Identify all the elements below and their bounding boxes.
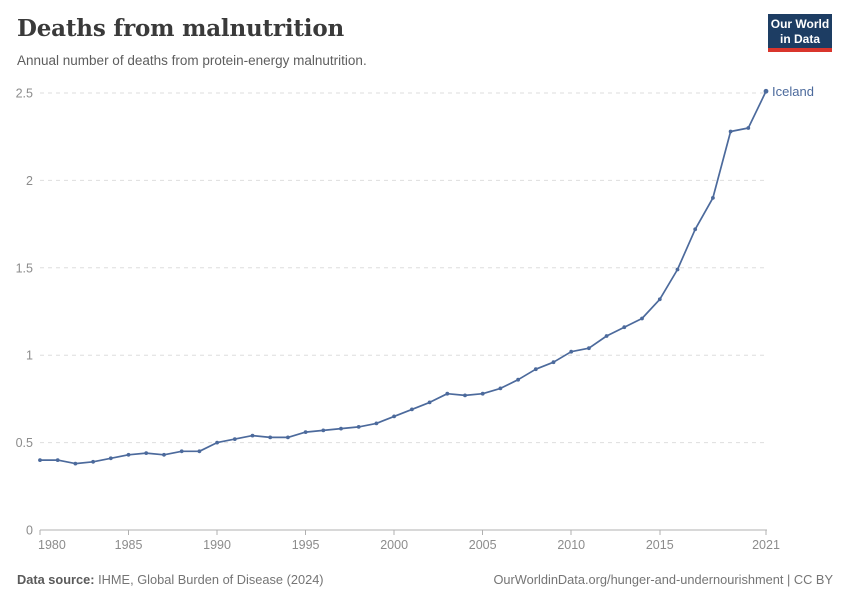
data-point[interactable]: [126, 452, 131, 457]
data-point[interactable]: [587, 346, 591, 351]
x-tick-label: 2015: [646, 538, 674, 552]
data-point[interactable]: [622, 325, 627, 330]
data-point[interactable]: [445, 391, 450, 396]
data-point[interactable]: [303, 430, 308, 434]
data-point[interactable]: [179, 449, 184, 454]
data-point[interactable]: [91, 459, 95, 464]
owid-logo-line2: in Data: [779, 31, 820, 46]
data-point[interactable]: [533, 367, 538, 372]
y-tick-label: 2.5: [16, 87, 33, 101]
data-point[interactable]: [551, 360, 556, 365]
data-point[interactable]: [232, 437, 237, 441]
x-tick-label: 1995: [292, 538, 320, 552]
data-point[interactable]: [250, 433, 255, 438]
data-point[interactable]: [108, 456, 113, 461]
owid-logo[interactable]: Our World in Data: [768, 14, 832, 52]
data-point[interactable]: [215, 440, 220, 445]
x-tick-label: 2010: [557, 538, 585, 552]
data-point[interactable]: [339, 426, 343, 431]
x-tick-label: 2005: [469, 538, 497, 552]
x-tick-label: 1980: [38, 538, 66, 552]
y-tick-label: 1: [26, 349, 33, 363]
chart-footer: Data source: IHME, Global Burden of Dise…: [17, 572, 833, 587]
chart-canvas[interactable]: 0 0.5 1 1.5 2 2.5 1980 1985 1990 1995 2000 2005 2010…: [0, 0, 850, 562]
y-tick-label: 1.5: [16, 261, 33, 275]
x-tick-label: 2021: [752, 538, 780, 552]
data-point[interactable]: [498, 386, 503, 391]
data-point[interactable]: [711, 196, 715, 200]
data-point[interactable]: [286, 435, 290, 440]
footer-separator: |: [783, 572, 794, 587]
x-tick-label: 1990: [203, 538, 231, 552]
data-point[interactable]: [321, 428, 326, 433]
chart-title: Deaths from malnutrition: [17, 15, 345, 42]
data-point[interactable]: [392, 414, 396, 419]
y-tick-label: 2: [26, 174, 33, 188]
x-tick-label: 1985: [115, 538, 143, 552]
data-point[interactable]: [640, 316, 644, 321]
data-point[interactable]: [675, 267, 680, 272]
data-point[interactable]: [657, 297, 662, 302]
data-point[interactable]: [693, 227, 698, 232]
y-tick-label: 0: [26, 524, 33, 538]
chart-header: Deaths from malnutrition Annual number o…: [17, 15, 750, 69]
series-end-label[interactable]: Iceland: [772, 84, 814, 99]
data-source: Data source: IHME, Global Burden of Dise…: [17, 572, 324, 587]
data-point[interactable]: [144, 451, 149, 455]
series-line-iceland[interactable]: [39, 90, 767, 465]
data-point[interactable]: [463, 393, 467, 398]
data-point[interactable]: [728, 129, 733, 134]
data-point[interactable]: [374, 421, 379, 426]
data-point[interactable]: [604, 334, 609, 338]
data-source-value[interactable]: IHME, Global Burden of Disease (2024): [98, 572, 324, 587]
data-point[interactable]: [38, 458, 42, 462]
data-source-label: Data source:: [17, 572, 95, 587]
data-point[interactable]: [197, 449, 202, 454]
x-tick-label: 2000: [380, 538, 408, 552]
data-point[interactable]: [73, 461, 78, 466]
data-point[interactable]: [410, 407, 414, 412]
data-point[interactable]: [55, 458, 60, 462]
data-point[interactable]: [427, 400, 432, 405]
footer-credits: OurWorldinData.org/hunger-and-undernouri…: [493, 572, 833, 587]
data-point[interactable]: [746, 126, 751, 130]
data-point[interactable]: [516, 377, 520, 382]
owid-logo-line1: Our World: [770, 17, 830, 31]
license-label: CC BY: [793, 572, 833, 587]
data-point[interactable]: [569, 349, 574, 354]
data-point[interactable]: [162, 452, 166, 457]
y-tick-label: 0.5: [16, 436, 33, 450]
owid-url-link[interactable]: OurWorldinData.org/hunger-and-undernouri…: [493, 572, 784, 587]
chart-subtitle: Annual number of deaths from protein-ene…: [17, 53, 367, 68]
data-point-final[interactable]: [763, 88, 769, 94]
data-point[interactable]: [268, 435, 273, 440]
data-point[interactable]: [480, 391, 485, 396]
data-point[interactable]: [356, 425, 361, 429]
